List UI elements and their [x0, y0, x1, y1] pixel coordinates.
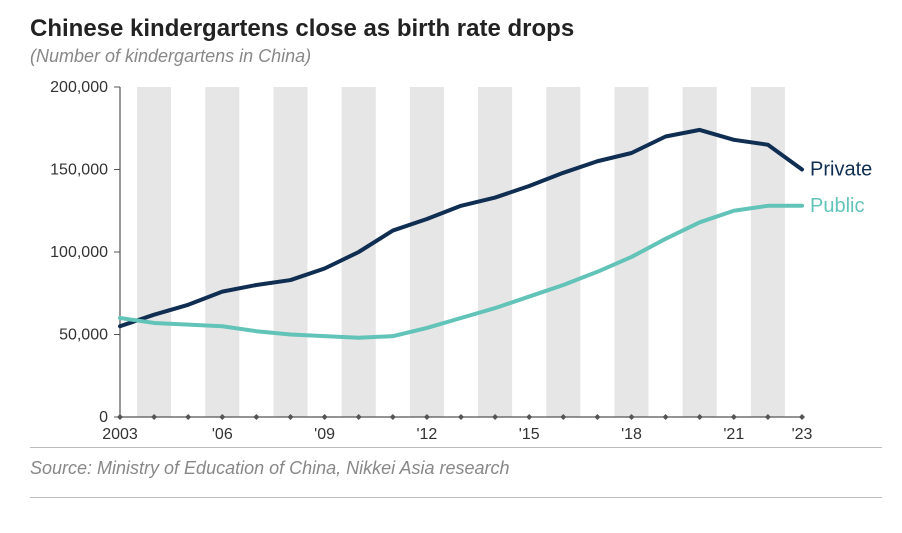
- grid-band: [751, 87, 785, 417]
- chart-source: Source: Ministry of Education of China, …: [30, 458, 882, 479]
- x-tick-marker: [117, 414, 123, 420]
- grid-band: [478, 87, 512, 417]
- x-tick-marker: [458, 414, 464, 420]
- x-tick-label: '09: [314, 426, 335, 443]
- grid-band: [410, 87, 444, 417]
- chart-title: Chinese kindergartens close as birth rat…: [30, 15, 882, 44]
- grid-band: [205, 87, 239, 417]
- y-tick-label: 50,000: [59, 326, 108, 343]
- chart-subtitle: (Number of kindergartens in China): [30, 46, 882, 67]
- x-tick-marker: [594, 414, 600, 420]
- x-tick-marker: [799, 414, 805, 420]
- x-tick-marker: [731, 414, 737, 420]
- x-tick-marker: [663, 414, 669, 420]
- x-tick-label: '15: [519, 426, 540, 443]
- x-tick-marker: [390, 414, 396, 420]
- x-tick-marker: [526, 414, 532, 420]
- divider: [30, 447, 882, 448]
- y-tick-label: 100,000: [50, 244, 108, 261]
- x-tick-label: '12: [416, 426, 437, 443]
- line-chart: 0 50,000 100,000 150,000 200,000 2003 '06 '09 '1…: [30, 77, 882, 447]
- x-tick-label: '06: [212, 426, 233, 443]
- y-tick-label: 200,000: [50, 79, 108, 96]
- divider: [30, 497, 882, 498]
- x-tick-label: '21: [723, 426, 744, 443]
- y-tick-label: 0: [99, 409, 108, 426]
- chart-container: Chinese kindergartens close as birth rat…: [0, 0, 902, 533]
- grid-band: [683, 87, 717, 417]
- x-tick-label: '18: [621, 426, 642, 443]
- x-tick-label: '23: [792, 426, 813, 443]
- x-tick-label: 2003: [102, 426, 138, 443]
- series-label-private: Private: [810, 158, 872, 180]
- grid-band: [137, 87, 171, 417]
- x-tick-marker: [185, 414, 191, 420]
- x-tick-marker: [253, 414, 259, 420]
- y-tick-label: 150,000: [50, 161, 108, 178]
- x-tick-marker: [322, 414, 328, 420]
- grid-band: [546, 87, 580, 417]
- series-label-public: Public: [810, 195, 864, 217]
- grid-band: [273, 87, 307, 417]
